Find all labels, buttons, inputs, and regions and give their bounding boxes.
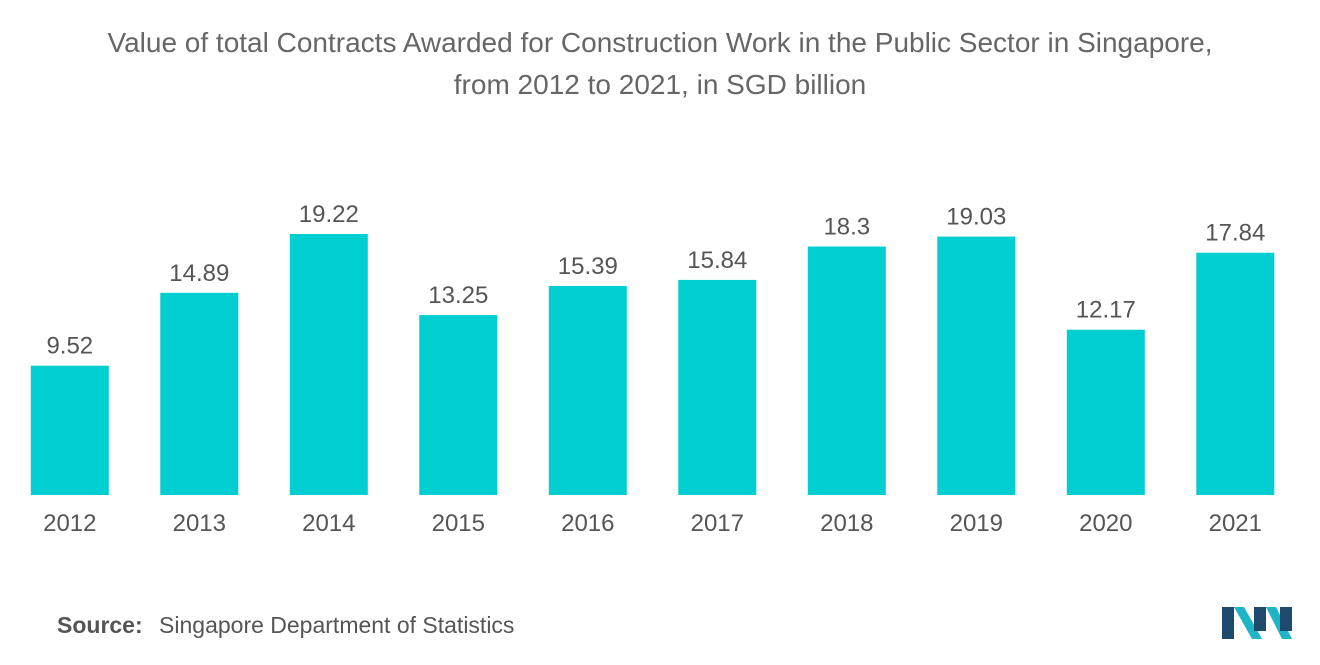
bar-chart: 9.52 2012 14.89 2013 19.22 2014 13.25 2015 15.39… xyxy=(30,201,1275,537)
x-tick-label-2014: 2014 xyxy=(302,510,355,537)
chart-title: Value of total Contracts Awarded for Con… xyxy=(0,22,1320,106)
mordor-logo-icon xyxy=(1222,607,1292,639)
bar-2017 xyxy=(678,279,757,495)
logo-left-stroke xyxy=(1222,607,1234,639)
bar-2014 xyxy=(289,234,368,495)
bar-2020 xyxy=(1066,329,1145,495)
data-label-2012: 9.52 xyxy=(46,333,93,360)
x-tick-label-2016: 2016 xyxy=(561,510,614,537)
bar-2013 xyxy=(160,292,239,495)
data-label-2021: 17.84 xyxy=(1205,220,1265,247)
data-label-2018: 18.3 xyxy=(823,214,870,241)
chart-title-line-1: Value of total Contracts Awarded for Con… xyxy=(107,27,1213,58)
bar-2019 xyxy=(937,236,1016,495)
x-tick-label-2019: 2019 xyxy=(950,510,1003,537)
logo-middle-stroke xyxy=(1254,607,1266,631)
x-tick-label-2015: 2015 xyxy=(432,510,485,537)
data-label-2013: 14.89 xyxy=(169,260,229,287)
bar-2016 xyxy=(548,286,627,495)
bar-2021 xyxy=(1196,252,1275,495)
logo-right-stroke xyxy=(1280,607,1292,631)
source-label: Source: xyxy=(57,612,143,638)
bar-2012 xyxy=(30,365,109,495)
data-label-2014: 19.22 xyxy=(299,201,359,228)
data-label-2020: 12.17 xyxy=(1076,297,1136,324)
data-label-2016: 15.39 xyxy=(558,253,618,280)
x-tick-label-2018: 2018 xyxy=(820,510,873,537)
source-note: Source: Singapore Department of Statisti… xyxy=(57,612,514,639)
x-tick-label-2020: 2020 xyxy=(1079,510,1132,537)
data-label-2017: 15.84 xyxy=(687,247,747,274)
x-tick-label-2017: 2017 xyxy=(691,510,744,537)
chart-title-line-2: from 2012 to 2021, in SGD billion xyxy=(453,69,867,100)
source-text: Singapore Department of Statistics xyxy=(159,612,515,638)
x-tick-label-2012: 2012 xyxy=(43,510,96,537)
data-label-2019: 19.03 xyxy=(946,204,1006,231)
bar-2018 xyxy=(807,246,886,495)
x-tick-label-2013: 2013 xyxy=(173,510,226,537)
bar-2015 xyxy=(419,315,498,495)
data-label-2015: 13.25 xyxy=(428,282,488,309)
x-tick-label-2021: 2021 xyxy=(1209,510,1262,537)
